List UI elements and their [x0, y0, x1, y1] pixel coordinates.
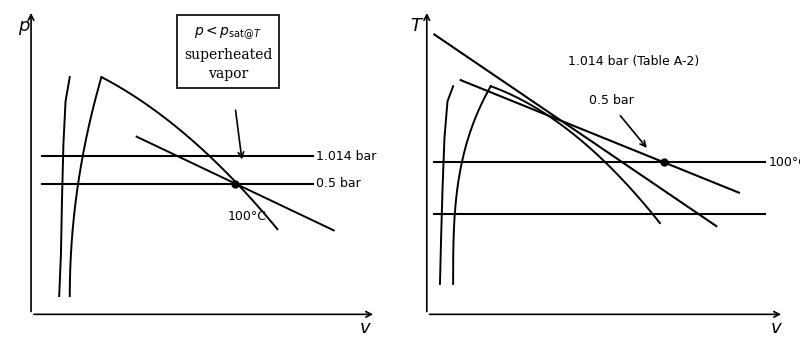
Text: $p<p_{\mathrm{sat}@T}$
superheated
vapor: $p<p_{\mathrm{sat}@T}$ superheated vapor	[184, 25, 272, 81]
Text: 0.5 bar: 0.5 bar	[316, 177, 361, 190]
Text: v: v	[771, 319, 782, 337]
Text: 0.5 bar: 0.5 bar	[589, 94, 634, 107]
Text: v: v	[360, 319, 370, 337]
Text: 1.014 bar: 1.014 bar	[316, 150, 377, 163]
Text: 1.014 bar (Table A-2): 1.014 bar (Table A-2)	[568, 55, 699, 68]
Text: T: T	[410, 18, 421, 35]
Text: 100°C: 100°C	[769, 156, 800, 169]
Text: p: p	[18, 18, 30, 35]
Text: 100°C: 100°C	[228, 210, 267, 223]
